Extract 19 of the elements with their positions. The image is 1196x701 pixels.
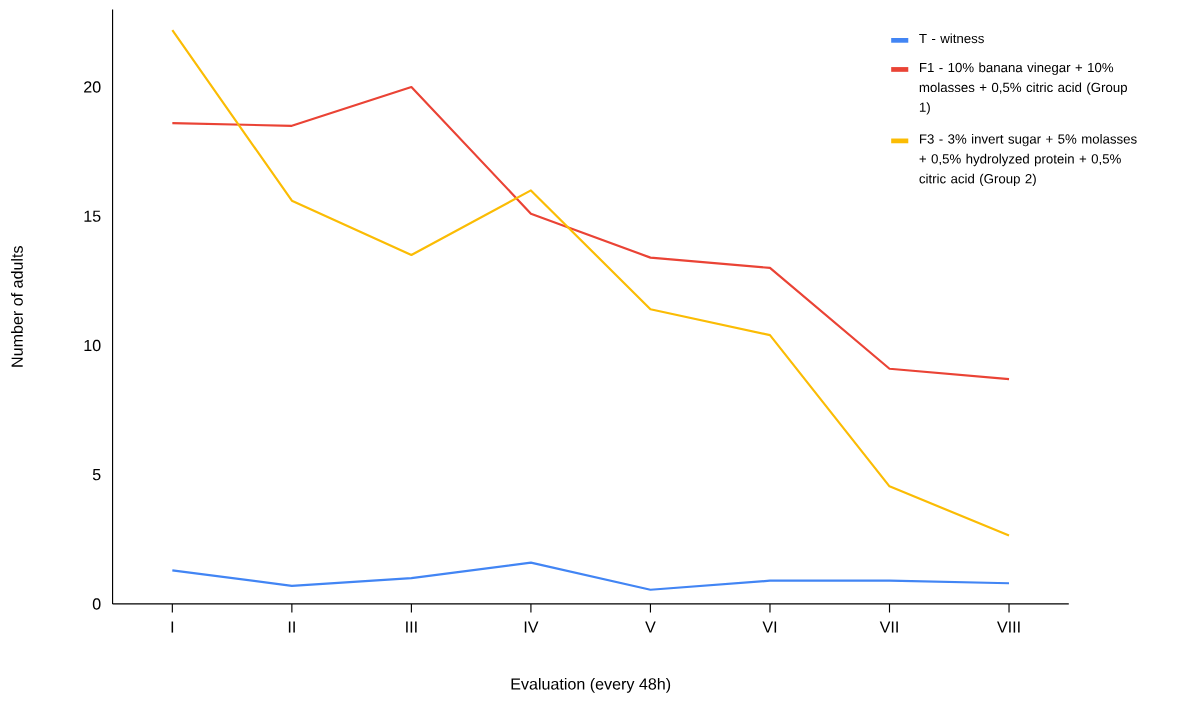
x-tick-label: VI (762, 621, 777, 633)
x-tick-label: I (171, 621, 174, 633)
y-axis-title: Number of adults (11, 246, 23, 367)
y-tick-label: 0 (92, 598, 101, 610)
legend-label: F1 - 10% banana vinegar + 10% molasses + 0,5% citric acid (Group 1) (919, 62, 1127, 115)
x-axis-title: Evaluation (every 48h) (511, 677, 671, 693)
x-tick-label: II (288, 621, 295, 633)
x-tick-label: VIII (997, 621, 1020, 633)
x-tick-label: VII (879, 621, 898, 633)
y-tick-label: 15 (84, 210, 101, 222)
legend-label: F3 - 3% invert sugar + 5% molasses + 0,5% hydrolyzed protein + 0,5% citric acid (Group 2) (919, 134, 1137, 187)
x-tick-label: IV (524, 621, 539, 633)
y-tick-label: 10 (84, 339, 101, 352)
legend-label: T - witness (919, 33, 984, 44)
x-tick-label: V (645, 621, 656, 633)
y-tick-label: 20 (84, 81, 101, 93)
x-tick-label: III (406, 621, 417, 633)
line-series (171, 561, 1011, 591)
y-tick-label: 5 (92, 469, 101, 481)
